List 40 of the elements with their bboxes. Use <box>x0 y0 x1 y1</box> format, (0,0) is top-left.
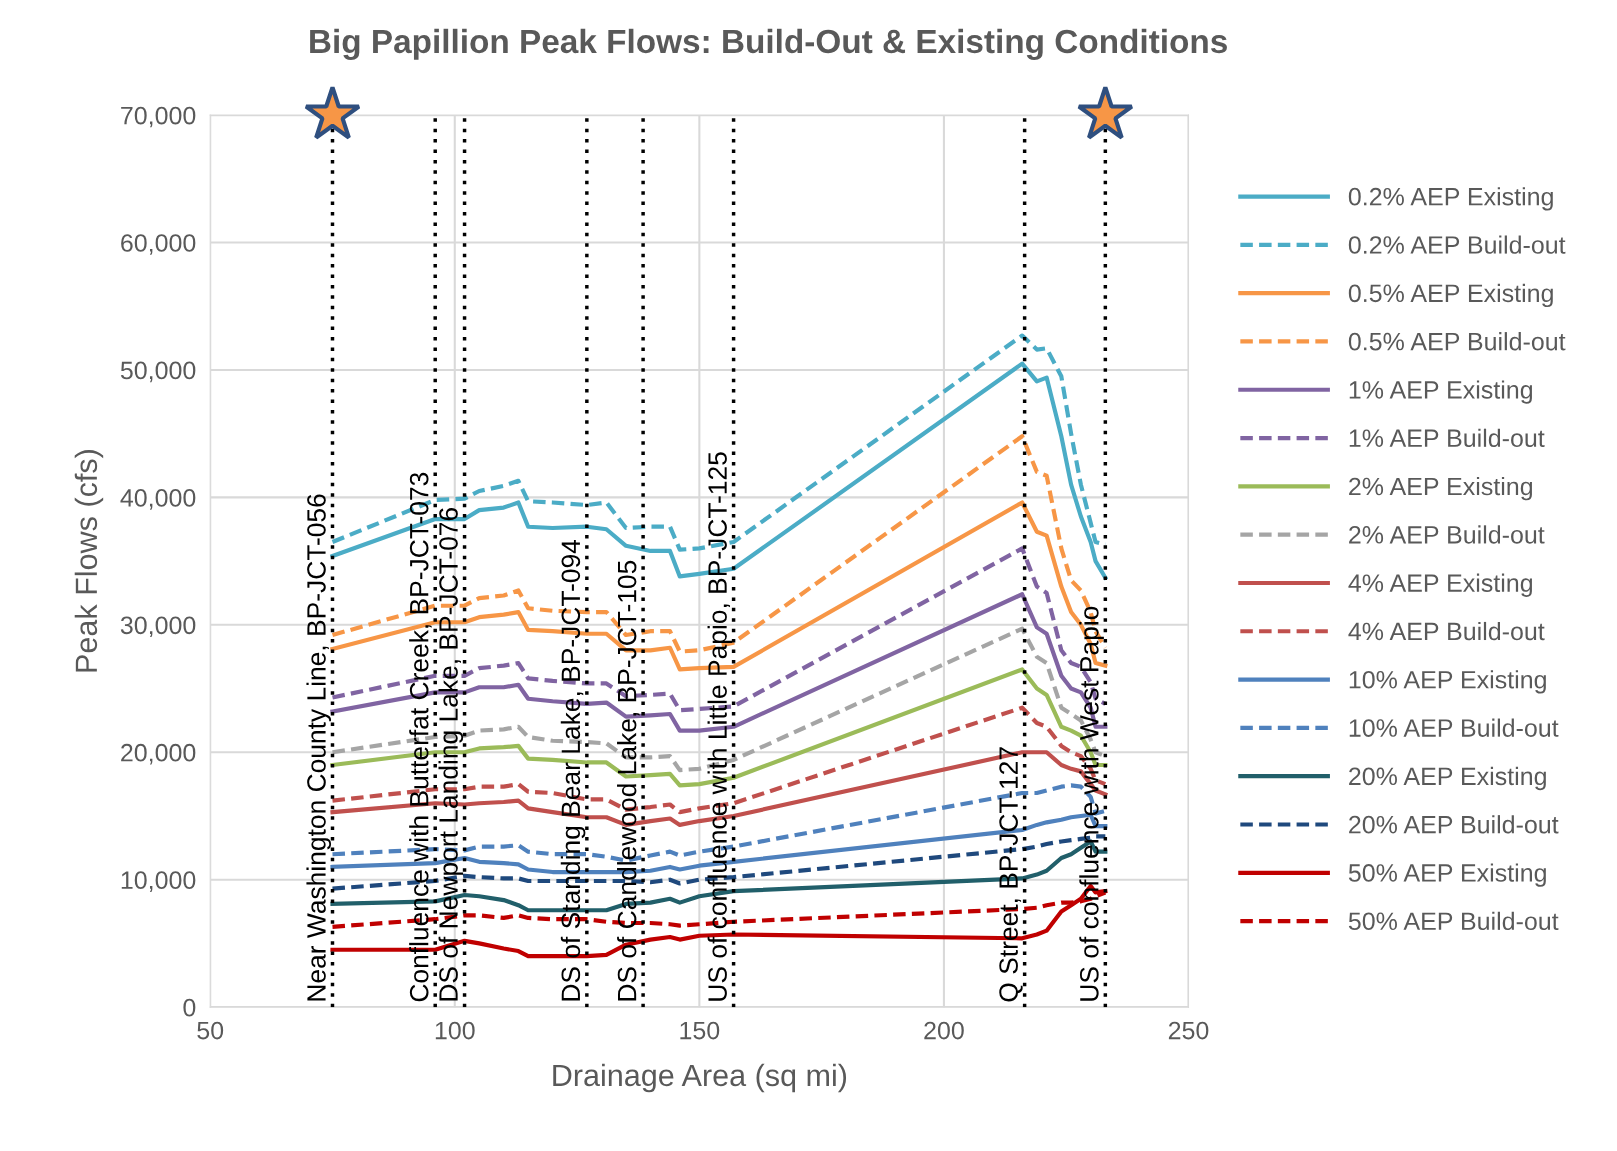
legend-label: 0.2% AEP Existing <box>1348 187 1553 211</box>
legend-label: 1% AEP Build-out <box>1349 428 1545 448</box>
y-tick-label: 50,000 <box>120 361 196 383</box>
legend-label: 2% AEP Existing <box>1349 477 1533 501</box>
y-tick-label: 10,000 <box>121 871 196 892</box>
legend-label: 50% AEP Build-out <box>1348 911 1559 931</box>
legend-label: 20% AEP Existing <box>1349 766 1546 791</box>
x-tick-label: 150 <box>680 1021 720 1040</box>
x-tick-label: 250 <box>1168 1021 1209 1040</box>
legend-label: 1% AEP Existing <box>1349 380 1533 404</box>
ref-line-label: DS of Newport Landing Lake, BP-JCT-076 <box>438 508 464 1001</box>
ref-line-label: US of confluence with West Papio <box>1079 606 1104 1001</box>
legend-label: 4% AEP Existing <box>1348 573 1533 597</box>
y-tick-label: 0 <box>183 998 196 1017</box>
legend-label: 0.5% AEP Build-out <box>1348 332 1566 351</box>
ref-line-label: Q Street, BP-JCT-127 <box>999 747 1023 1002</box>
x-axis-title: Drainage Area (sq mi) <box>553 1063 847 1093</box>
chart-title: Big Papillion Peak Flows: Build-Out & Existing Conditions <box>310 28 1227 60</box>
y-tick-label: 60,000 <box>121 234 196 255</box>
x-tick-label: 100 <box>435 1021 475 1040</box>
legend-label: 0.5% AEP Existing <box>1348 283 1553 308</box>
y-tick-label: 70,000 <box>121 106 196 128</box>
legend-label: 20% AEP Build-out <box>1349 815 1559 834</box>
x-tick-label: 200 <box>924 1021 964 1040</box>
y-tick-label: 20,000 <box>121 743 196 765</box>
legend-label: 50% AEP Existing <box>1348 863 1546 887</box>
ref-line-label: Confluence with Butterfat Creek, BP-JCT-073 <box>409 472 432 1002</box>
ref-line-label: Near Washington County Line, BP-JCT-056 <box>306 494 332 1001</box>
legend-label: 4% AEP Build-out <box>1348 621 1545 641</box>
legend-label: 10% AEP Existing <box>1349 670 1546 694</box>
legend-label: 10% AEP Build-out <box>1349 718 1559 737</box>
y-tick-label: 30,000 <box>120 616 196 638</box>
ref-line-label: DS of Standing Bear Lake, BP-JCT-094 <box>560 539 586 1001</box>
x-tick-label: 50 <box>197 1021 224 1040</box>
legend-label: 2% AEP Build-out <box>1349 525 1545 544</box>
ref-line-label: US of confluence with Little Papio, BP-JCT-125 <box>707 452 733 1001</box>
ref-line-label: DS of Candlewood Lake, BP-JCT-105 <box>617 560 640 1001</box>
y-tick-label: 40,000 <box>120 489 196 510</box>
legend-label: 0.2% AEP Build-out <box>1348 235 1566 254</box>
y-axis-title: Peak Flows (cfs) <box>74 450 104 672</box>
